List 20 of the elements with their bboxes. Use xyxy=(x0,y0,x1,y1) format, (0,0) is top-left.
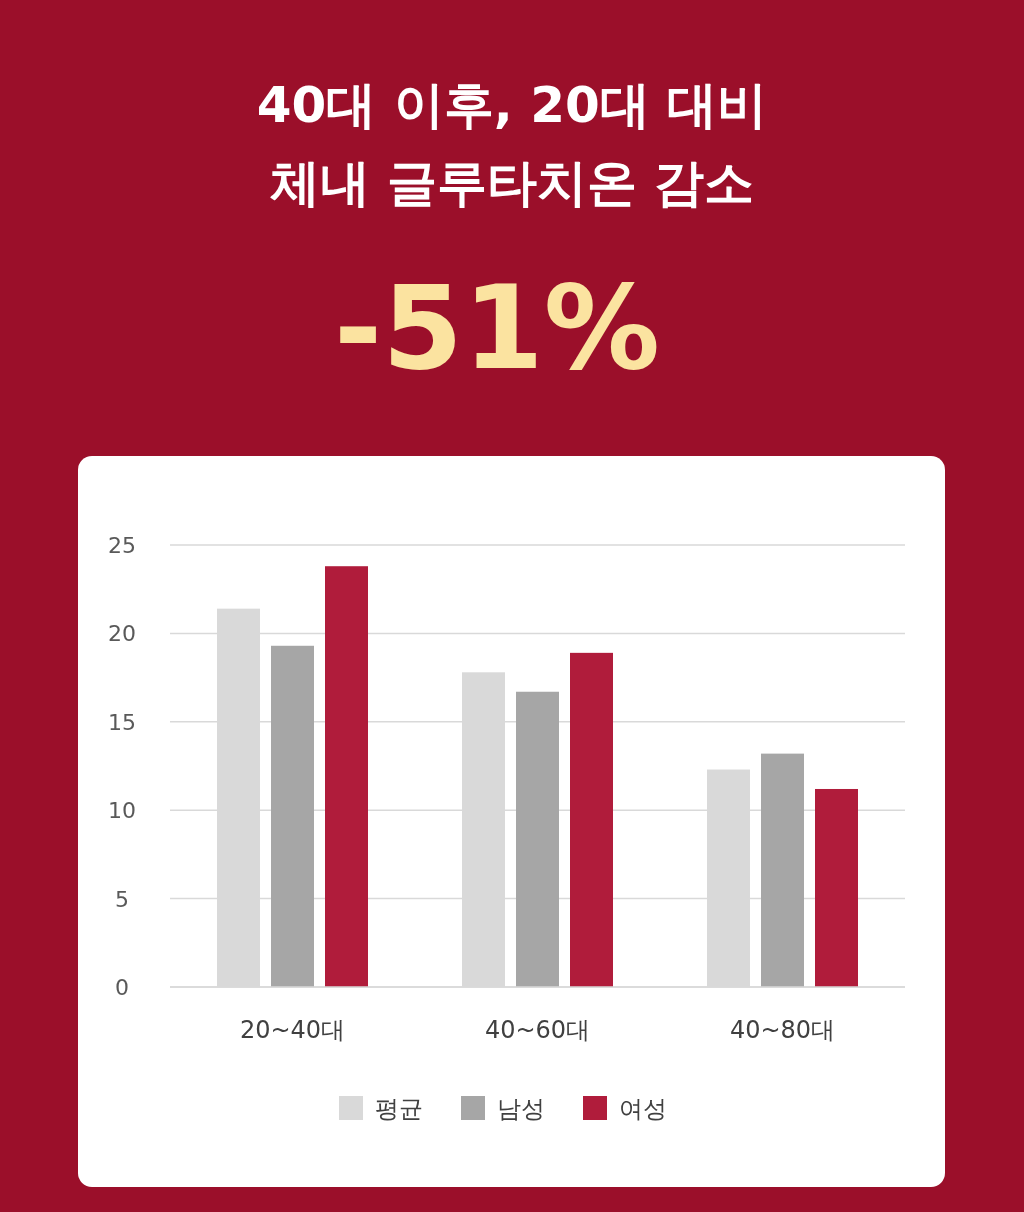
x-tick-label: 20~40대 xyxy=(239,1016,346,1044)
legend-label: 평균 xyxy=(375,1095,423,1123)
y-tick-label: 15 xyxy=(108,709,136,735)
legend-label: 남성 xyxy=(497,1095,545,1123)
legend-label: 여성 xyxy=(619,1095,667,1123)
y-tick-label: 25 xyxy=(108,533,136,558)
chart-subtitle: -51% xyxy=(334,260,660,395)
y-tick-label: 10 xyxy=(108,798,136,824)
bar xyxy=(570,652,613,987)
y-tick-label: 5 xyxy=(115,886,129,912)
chart-title: 40대 이후, 20대 대비 체내 글루타치온 감소 xyxy=(256,76,768,212)
bar xyxy=(325,566,368,987)
bar xyxy=(815,788,858,987)
x-tick-label: 40~60대 xyxy=(484,1016,591,1044)
bar xyxy=(516,691,559,987)
bar xyxy=(271,645,314,987)
x-tick-label: 40~80대 xyxy=(729,1016,836,1044)
bar xyxy=(761,753,804,987)
y-tick-label: 0 xyxy=(115,975,129,1000)
y-tick-label: 20 xyxy=(108,621,136,647)
